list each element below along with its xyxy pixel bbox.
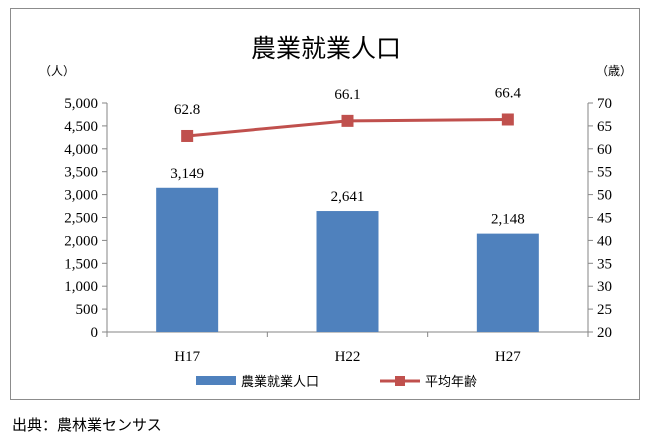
bar-data-label: 2,148 <box>491 212 525 228</box>
line-point <box>181 129 194 142</box>
chart-svg: 農業就業人口 （人） （歳） 0 500 1,000 1,500 2,000 2,500 3… <box>39 34 632 390</box>
legend-label-line: 平均年齢 <box>425 375 477 390</box>
right-axis-unit: （歳） <box>596 64 632 78</box>
line-data-label: 66.1 <box>334 87 360 103</box>
left-axis-tick-label: 2,000 <box>64 233 98 249</box>
bar <box>316 211 379 332</box>
x-axis-tick-label: H27 <box>495 349 521 365</box>
left-axis-tick-label: 4,500 <box>64 119 98 135</box>
bar-data-label: 2,641 <box>331 189 365 205</box>
right-axis-tick-label: 65 <box>597 119 612 135</box>
bar <box>476 233 539 332</box>
left-axis-tick-label: 0 <box>91 325 99 341</box>
right-axis-tick-label: 25 <box>597 302 612 318</box>
right-axis-tick-label: 20 <box>597 325 612 341</box>
left-axis-tick-label: 1,000 <box>64 279 98 295</box>
legend: 農業就業人口 平均年齢 <box>196 374 477 390</box>
right-axis-tick-label: 55 <box>597 165 612 181</box>
left-axis-tick-label: 5,000 <box>64 96 98 112</box>
source-note: 出典：農林業センサス <box>12 416 162 434</box>
legend-marker-line <box>395 376 405 386</box>
left-axis-tick-label: 2,500 <box>64 211 98 227</box>
right-axis-tick-label: 40 <box>597 233 612 249</box>
chart-title: 農業就業人口 <box>251 34 401 63</box>
line-point <box>341 114 354 127</box>
right-axis-tick-label: 70 <box>597 96 612 112</box>
left-axis-tick-label: 3,000 <box>64 188 98 204</box>
left-axis-tick-label: 1,500 <box>64 256 98 272</box>
line-data-label: 62.8 <box>174 102 200 118</box>
right-axis-tick-label: 30 <box>597 279 612 295</box>
left-axis-tick-label: 4,000 <box>64 142 98 158</box>
plot-area: 0 500 1,000 1,500 2,000 2,500 3,000 3,500 4,000 4… <box>64 85 612 365</box>
legend-swatch-bars <box>196 376 236 385</box>
bar-data-label: 3,149 <box>170 166 204 182</box>
left-axis-unit: （人） <box>39 64 75 78</box>
bar <box>156 187 219 332</box>
line-point <box>501 113 514 126</box>
right-axis-tick-label: 50 <box>597 188 612 204</box>
right-axis-tick-label: 45 <box>597 211 612 227</box>
left-axis-tick-label: 500 <box>76 302 99 318</box>
left-axis-tick-label: 3,500 <box>64 165 98 181</box>
right-axis-tick-label: 35 <box>597 256 612 272</box>
x-axis-tick-label: H17 <box>174 349 200 365</box>
right-axis-tick-label: 60 <box>597 142 612 158</box>
x-axis-tick-label: H22 <box>335 349 361 365</box>
line-data-label: 66.4 <box>495 85 522 101</box>
legend-label-bars: 農業就業人口 <box>241 374 319 390</box>
chart-frame: 農業就業人口 （人） （歳） 0 500 1,000 1,500 2,000 2,500 3… <box>10 8 640 400</box>
